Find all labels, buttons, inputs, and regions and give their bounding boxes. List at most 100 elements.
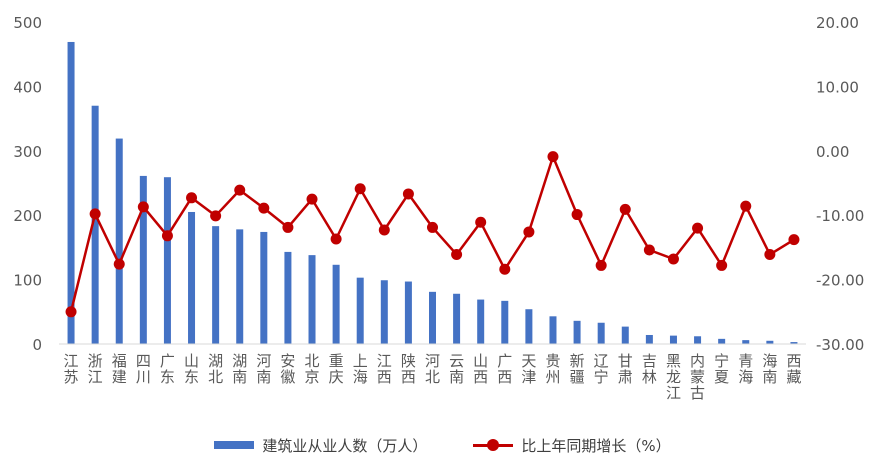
x-category-label: 上海 <box>353 352 368 386</box>
growth-point-24 <box>619 203 631 215</box>
x-category-label: 重庆 <box>329 352 344 386</box>
legend-label-line: 比上年同期增长（%） <box>521 436 671 455</box>
x-category-label: 江西 <box>377 352 392 386</box>
growth-point-3 <box>113 258 125 270</box>
legend-item-line: 比上年同期增长（%） <box>473 435 671 456</box>
x-category-label: 北京 <box>305 352 320 386</box>
growth-point-15 <box>402 188 414 200</box>
x-category-label: 新疆 <box>570 352 585 386</box>
x-category-label: 山西 <box>473 352 488 386</box>
growth-point-4 <box>137 201 149 213</box>
bar-21 <box>549 316 557 344</box>
growth-point-29 <box>740 200 752 212</box>
y-right-tick-label: -30.00 <box>816 336 864 354</box>
bar-23 <box>597 322 605 344</box>
x-category-label: 辽宁 <box>594 352 609 386</box>
x-category-label: 贵州 <box>545 352 560 386</box>
y-right-tick-label: -10.00 <box>816 207 864 225</box>
combo-chart: 0 100 200 300 400 500 -30.00 -20.00 -10.00 0.00 10… <box>13 14 864 402</box>
legend-swatch-line <box>473 439 514 451</box>
bar-6 <box>188 211 196 344</box>
bar-25 <box>645 334 653 344</box>
growth-point-26 <box>667 253 679 265</box>
legend-label-bar: 建筑业从业人数（万人） <box>262 436 428 455</box>
bar-14 <box>380 280 388 344</box>
y-left-tick-label: 100 <box>13 272 42 290</box>
bar-13 <box>356 277 364 344</box>
bar-4 <box>139 175 147 344</box>
y-left-tick-label: 400 <box>13 78 42 96</box>
growth-point-16 <box>427 221 438 233</box>
growth-point-11 <box>306 193 318 205</box>
growth-point-7 <box>210 210 222 222</box>
y-left-tick-label: 500 <box>13 14 42 32</box>
bar-20 <box>525 309 533 344</box>
growth-point-23 <box>595 259 607 271</box>
x-category-label: 河北 <box>425 352 440 386</box>
y-left-tick-label: 200 <box>13 207 42 225</box>
bar-27 <box>694 336 702 344</box>
x-category-label: 江苏 <box>64 352 79 386</box>
x-category-label: 吉林 <box>642 352 657 386</box>
x-category-label: 甘肃 <box>618 352 633 386</box>
growth-point-5 <box>161 230 173 242</box>
bar-22 <box>573 320 581 344</box>
bar-16 <box>429 291 436 344</box>
x-category-label: 黑龙江 <box>666 352 681 402</box>
growth-point-21 <box>547 151 559 163</box>
bar-11 <box>308 255 316 344</box>
growth-point-28 <box>716 259 728 271</box>
growth-point-22 <box>571 209 583 221</box>
x-category-label: 安徽 <box>280 352 295 386</box>
x-category-label: 山东 <box>184 352 199 386</box>
bar-24 <box>621 326 629 344</box>
x-category-label: 内蒙古 <box>690 352 705 402</box>
y-right-tick-label: -20.00 <box>816 272 864 290</box>
y-left-tick-label: 0 <box>32 336 42 354</box>
bar-3 <box>115 138 123 344</box>
bar-29 <box>742 340 750 344</box>
bar-31 <box>790 342 798 344</box>
growth-point-30 <box>764 248 776 260</box>
growth-point-14 <box>378 224 390 236</box>
growth-point-25 <box>643 244 655 256</box>
growth-point-8 <box>234 184 246 196</box>
x-category-label: 浙江 <box>88 352 103 386</box>
legend-item-bar: 建筑业从业人数（万人） <box>214 435 427 456</box>
bar-17 <box>453 293 461 344</box>
bar-18 <box>477 299 485 344</box>
growth-line <box>69 155 795 313</box>
x-category-label: 湖南 <box>232 352 247 386</box>
bar-5 <box>163 177 171 344</box>
x-category-label: 广东 <box>160 352 175 386</box>
growth-point-27 <box>692 222 704 234</box>
bar-2 <box>91 105 99 344</box>
growth-point-10 <box>282 221 294 233</box>
growth-point-9 <box>258 202 270 214</box>
growth-point-12 <box>330 233 342 245</box>
bar-8 <box>236 229 244 344</box>
growth-point-19 <box>499 263 511 275</box>
bar-26 <box>669 335 677 344</box>
growth-point-18 <box>475 216 487 228</box>
bar-7 <box>212 226 220 344</box>
y-left-tick-label: 300 <box>13 143 42 161</box>
growth-point-1 <box>65 306 77 318</box>
x-category-label: 四川 <box>136 352 151 386</box>
growth-point-13 <box>354 183 366 195</box>
bar-10 <box>284 251 292 344</box>
x-category-label: 陕西 <box>401 352 416 386</box>
bar-1 <box>67 41 75 345</box>
x-category-label: 天津 <box>521 352 536 386</box>
growth-point-31 <box>788 234 800 246</box>
x-category-label: 宁夏 <box>714 352 729 386</box>
chart-legend: 建筑业从业人数（万人） 比上年同期增长（%） <box>0 430 885 460</box>
growth-point-17 <box>451 248 463 260</box>
bar-12 <box>332 264 340 344</box>
growth-point-2 <box>89 208 101 220</box>
bar-30 <box>766 340 774 344</box>
x-category-label: 海南 <box>762 352 777 386</box>
y-right-tick-label: 10.00 <box>816 78 859 96</box>
x-category-label: 青海 <box>738 352 753 386</box>
x-category-label: 广西 <box>497 352 512 386</box>
